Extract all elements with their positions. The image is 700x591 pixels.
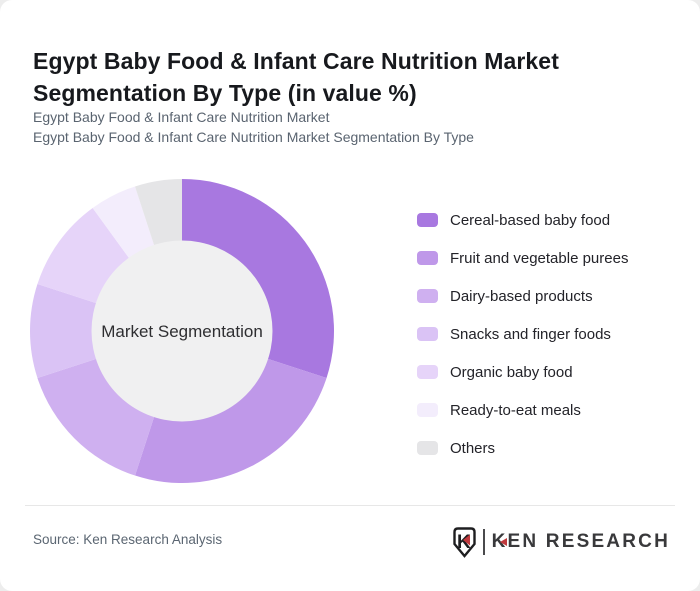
chart-subtitle: Egypt Baby Food & Infant Care Nutrition … — [33, 108, 673, 147]
logo-brand-text: KEN RESEARCH — [491, 531, 670, 552]
subtitle-line-1: Egypt Baby Food & Infant Care Nutrition … — [33, 109, 330, 125]
legend-swatch-icon — [417, 403, 438, 417]
legend-swatch-icon — [417, 251, 438, 265]
chart-legend: Cereal-based baby food Fruit and vegetabl… — [417, 201, 628, 467]
legend-swatch-icon — [417, 441, 438, 455]
legend-label: Others — [450, 439, 496, 457]
legend-item: Dairy-based products — [417, 277, 628, 315]
donut-chart: Market Segmentation — [17, 166, 347, 496]
shield-k-icon: K — [452, 526, 476, 558]
legend-swatch-icon — [417, 289, 438, 303]
legend-label: Ready-to-eat meals — [450, 401, 581, 419]
donut-center-label: Market Segmentation — [101, 322, 263, 341]
legend-item: Fruit and vegetable purees — [417, 239, 628, 277]
subtitle-line-2: Egypt Baby Food & Infant Care Nutrition … — [33, 128, 474, 145]
footer-divider — [25, 505, 675, 506]
legend-label: Organic baby food — [450, 363, 573, 381]
page-title: Egypt Baby Food & Infant Care Nutrition … — [33, 48, 559, 107]
logo-divider — [482, 529, 485, 555]
ken-research-logo: K KEN RESEARCH — [452, 525, 670, 559]
legend-swatch-icon — [417, 365, 438, 379]
legend-item: Ready-to-eat meals — [417, 391, 628, 429]
donut-hole — [91, 240, 273, 422]
logo-k-triangle-icon — [499, 537, 507, 546]
legend-label: Dairy-based products — [450, 287, 593, 305]
legend-swatch-icon — [417, 327, 438, 341]
legend-item: Cereal-based baby food — [417, 201, 628, 239]
legend-item: Organic baby food — [417, 353, 628, 391]
legend-label: Cereal-based baby food — [450, 211, 611, 229]
legend-swatch-icon — [417, 213, 438, 227]
legend-item: Snacks and finger foods — [417, 315, 628, 353]
source-note: Source: Ken Research Analysis — [33, 532, 223, 547]
legend-item: Others — [417, 429, 628, 467]
legend-label: Snacks and finger foods — [450, 325, 611, 343]
legend-label: Fruit and vegetable purees — [450, 249, 629, 267]
